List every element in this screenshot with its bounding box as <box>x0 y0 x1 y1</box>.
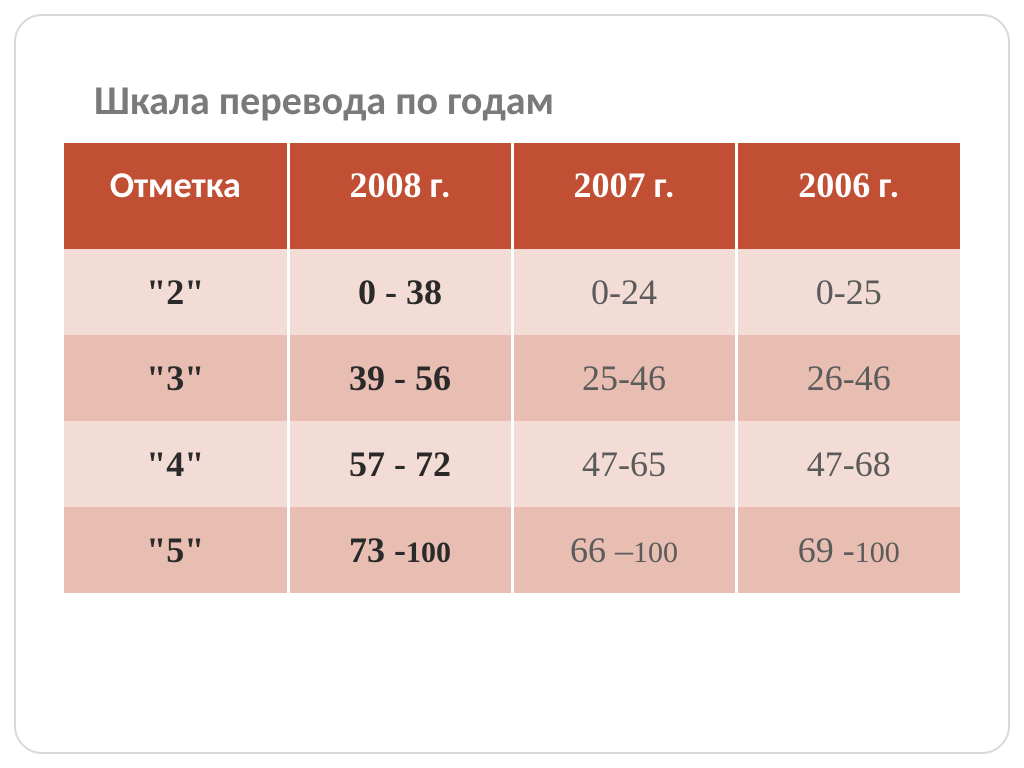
col-header-2008: 2008 г. <box>288 143 512 249</box>
table-row: "4" 57 - 72 47-65 47-68 <box>64 421 960 507</box>
col-header-suffix: г. <box>654 163 675 207</box>
cell-suffix: 100 <box>406 536 451 569</box>
cell-prefix: 73 - <box>349 530 406 570</box>
slide-card: Шкала перевода по годам Отметка 2008 г. … <box>14 14 1010 754</box>
cell-2006: 26-46 <box>736 335 960 421</box>
cell-2008: 73 -100 <box>288 507 512 593</box>
cell-mark: "3" <box>64 335 288 421</box>
cell-2007: 0-24 <box>512 249 736 335</box>
cell-mark: "4" <box>64 421 288 507</box>
col-header-suffix: г. <box>878 163 899 207</box>
cell-2007: 47-65 <box>512 421 736 507</box>
cell-2008: 57 - 72 <box>288 421 512 507</box>
col-header-year: 2007 <box>574 165 646 205</box>
col-header-mark-label: Отметка <box>110 163 241 207</box>
cell-2008: 0 - 38 <box>288 249 512 335</box>
table-row: "2" 0 - 38 0-24 0-25 <box>64 249 960 335</box>
cell-prefix: 66 – <box>570 530 633 570</box>
cell-mark: "2" <box>64 249 288 335</box>
table-body: "2" 0 - 38 0-24 0-25 "3" 39 - 56 25-46 2… <box>64 249 960 593</box>
conversion-table: Отметка 2008 г. 2007 г. 2006 г. "2" <box>64 143 960 593</box>
cell-2006: 69 -100 <box>736 507 960 593</box>
col-header-suffix: г. <box>430 163 451 207</box>
page-title: Шкала перевода по годам <box>94 76 960 125</box>
cell-2007: 66 –100 <box>512 507 736 593</box>
cell-2007: 25-46 <box>512 335 736 421</box>
cell-mark: "5" <box>64 507 288 593</box>
cell-suffix: 100 <box>855 536 900 569</box>
cell-2006: 47-68 <box>736 421 960 507</box>
col-header-2006: 2006 г. <box>736 143 960 249</box>
col-header-year: 2008 <box>350 165 422 205</box>
cell-suffix: 100 <box>633 536 678 569</box>
col-header-mark: Отметка <box>64 143 288 249</box>
table-row: "3" 39 - 56 25-46 26-46 <box>64 335 960 421</box>
table-row: "5" 73 -100 66 –100 69 -100 <box>64 507 960 593</box>
col-header-2007: 2007 г. <box>512 143 736 249</box>
col-header-year: 2006 <box>798 165 870 205</box>
cell-2008: 39 - 56 <box>288 335 512 421</box>
cell-2006: 0-25 <box>736 249 960 335</box>
header-row: Отметка 2008 г. 2007 г. 2006 г. <box>64 143 960 249</box>
cell-prefix: 69 - <box>798 530 855 570</box>
